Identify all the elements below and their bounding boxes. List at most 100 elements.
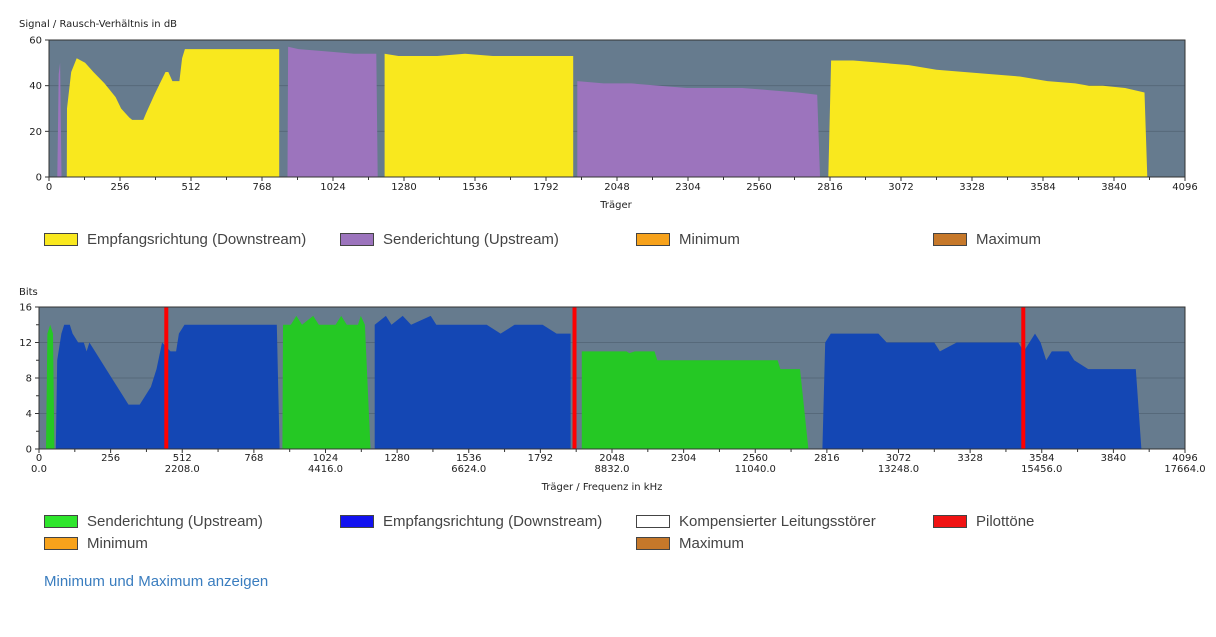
series-area xyxy=(828,60,1148,177)
legend-item-downstream[interactable]: Empfangsrichtung (Downstream) xyxy=(44,231,306,248)
legend-swatch xyxy=(933,515,967,528)
legend-item-maximum[interactable]: Maximum xyxy=(636,535,744,552)
legend-label: Empfangsrichtung (Downstream) xyxy=(87,231,307,248)
legend-item-minimum[interactable]: Minimum xyxy=(44,535,148,552)
legend-swatch xyxy=(44,537,78,550)
x-tick-label: 3840 xyxy=(1101,182,1126,193)
bits-chart: Bits Träger / Frequenz in kHz 0 4 8 12 16 0 25… xyxy=(19,287,1206,493)
legend-label: Senderichtung (Upstream) xyxy=(383,231,559,248)
x-tick-label: 1280 xyxy=(391,182,416,193)
series-area xyxy=(822,333,1142,449)
x-tick-label: 1536 xyxy=(462,182,487,193)
legend-swatch xyxy=(340,515,374,528)
x-tick-label: 4096 xyxy=(1172,453,1197,464)
legend-item-upstream[interactable]: Senderichtung (Upstream) xyxy=(340,231,559,248)
y-tick-label: 60 xyxy=(29,36,42,47)
x-tick-label: 3072 xyxy=(888,182,913,193)
legend-swatch xyxy=(340,233,374,246)
x-tick-label: 3584 xyxy=(1029,453,1054,464)
x-freq-tick-label: 11040.0 xyxy=(735,464,776,475)
x-tick-label: 0 xyxy=(46,182,52,193)
bits-x-axis-label: Träger / Frequenz in kHz xyxy=(541,482,663,493)
series-area xyxy=(66,49,280,177)
x-tick-label: 1792 xyxy=(533,182,558,193)
show-min-max-link[interactable]: Minimum und Maximum anzeigen xyxy=(44,573,269,590)
y-tick-label: 20 xyxy=(29,127,42,138)
y-tick-label: 4 xyxy=(26,409,32,420)
x-freq-tick-label: 15456.0 xyxy=(1021,464,1062,475)
x-tick-label: 3584 xyxy=(1030,182,1055,193)
snr-chart: Signal / Rausch-Verhältnis in dB Träger … xyxy=(19,19,1198,211)
x-freq-tick-label: 17664.0 xyxy=(1164,464,1205,475)
x-tick-label: 2816 xyxy=(817,182,842,193)
y-tick-label: 0 xyxy=(36,173,42,184)
legend-item-downstream[interactable]: Empfangsrichtung (Downstream) xyxy=(340,513,602,530)
x-freq-tick-label: 8832.0 xyxy=(595,464,630,475)
x-freq-tick-label: 6624.0 xyxy=(451,464,486,475)
x-tick-label: 2048 xyxy=(599,453,624,464)
legend-label: Maximum xyxy=(679,535,745,552)
snr-x-axis-label: Träger xyxy=(599,200,632,211)
legend-label: Pilottöne xyxy=(976,513,1035,530)
bits-y-axis-label: Bits xyxy=(19,287,38,298)
series-area xyxy=(287,46,378,177)
series-area xyxy=(374,315,571,449)
series-area xyxy=(577,81,820,177)
legend-item-pilot-tones[interactable]: Pilottöne xyxy=(933,513,1034,530)
legend-item-minimum[interactable]: Minimum xyxy=(636,231,740,248)
x-tick-label: 768 xyxy=(252,182,271,193)
x-tick-label: 1536 xyxy=(456,453,481,464)
series-area xyxy=(57,62,62,177)
x-freq-tick-label: 4416.0 xyxy=(308,464,343,475)
x-freq-tick-label: 13248.0 xyxy=(878,464,919,475)
x-tick-label: 2304 xyxy=(675,182,700,193)
y-tick-label: 0 xyxy=(26,445,32,456)
x-tick-label: 512 xyxy=(173,453,192,464)
x-tick-label: 1024 xyxy=(313,453,338,464)
legend-label: Minimum xyxy=(87,535,148,552)
x-tick-label: 256 xyxy=(110,182,129,193)
snr-y-axis-label: Signal / Rausch-Verhältnis in dB xyxy=(19,19,177,30)
y-tick-label: 12 xyxy=(19,338,32,349)
x-tick-label: 0 xyxy=(36,453,42,464)
legend-label: Kompensierter Leitungsstörer xyxy=(679,513,876,530)
x-tick-label: 2560 xyxy=(743,453,768,464)
legend-label: Maximum xyxy=(976,231,1042,248)
legend-swatch xyxy=(636,537,670,550)
legend-swatch xyxy=(44,233,78,246)
x-tick-label: 3328 xyxy=(959,182,984,193)
x-tick-label: 1280 xyxy=(384,453,409,464)
x-tick-label: 2816 xyxy=(814,453,839,464)
legend-item-upstream[interactable]: Senderichtung (Upstream) xyxy=(44,513,263,530)
x-tick-label: 3840 xyxy=(1101,453,1126,464)
x-freq-tick-label: 0.0 xyxy=(31,464,47,475)
series-area xyxy=(384,53,574,178)
y-tick-label: 40 xyxy=(29,81,42,92)
legend-label: Minimum xyxy=(679,231,740,248)
legend-swatch xyxy=(933,233,967,246)
legend-label: Empfangsrichtung (Downstream) xyxy=(383,513,603,530)
x-tick-label: 4096 xyxy=(1172,182,1197,193)
x-tick-label: 3072 xyxy=(886,453,911,464)
legend-swatch xyxy=(636,515,670,528)
x-tick-label: 512 xyxy=(181,182,200,193)
legend-label: Senderichtung (Upstream) xyxy=(87,513,263,530)
series-area xyxy=(46,324,55,449)
legend-item-maximum[interactable]: Maximum xyxy=(933,231,1041,248)
series-area xyxy=(581,351,809,449)
x-tick-label: 768 xyxy=(244,453,263,464)
x-tick-label: 1024 xyxy=(320,182,345,193)
legend-swatch xyxy=(44,515,78,528)
x-freq-tick-label: 2208.0 xyxy=(165,464,200,475)
x-tick-label: 2560 xyxy=(746,182,771,193)
x-tick-label: 2304 xyxy=(671,453,696,464)
y-tick-label: 8 xyxy=(26,374,32,385)
x-tick-label: 2048 xyxy=(604,182,629,193)
legend-swatch xyxy=(636,233,670,246)
x-tick-label: 3328 xyxy=(957,453,982,464)
legend-item-compensated-noise[interactable]: Kompensierter Leitungsstörer xyxy=(636,513,876,530)
x-tick-label: 1792 xyxy=(528,453,553,464)
y-tick-label: 16 xyxy=(19,303,32,314)
series-area xyxy=(282,315,371,449)
